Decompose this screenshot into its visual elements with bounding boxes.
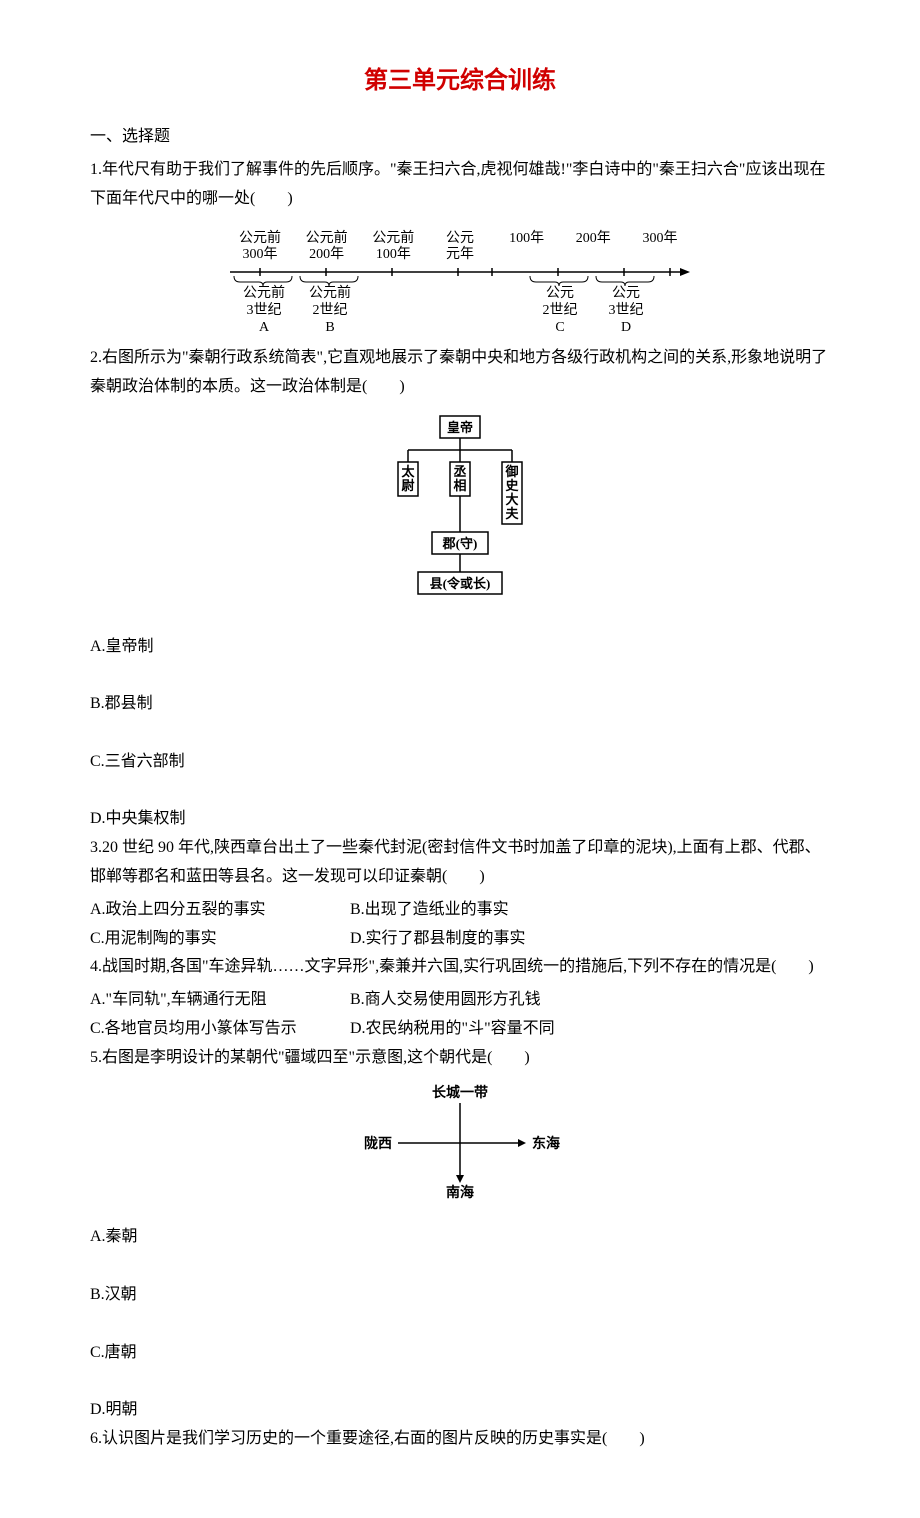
q2-opt-d: D.中央集权制: [90, 805, 830, 834]
svg-text:长城一带: 长城一带: [432, 1084, 488, 1101]
svg-text:夫: 夫: [505, 506, 519, 521]
q4-opt-c: C.各地官员均用小篆体写告示: [90, 1015, 350, 1044]
question-2: 2.右图所示为"秦朝行政系统简表",它直观地展示了秦朝中央和地方各级行政机构之间…: [90, 344, 830, 402]
q2-opt-a: A.皇帝制: [90, 633, 830, 662]
q4-opt-d: D.农民纳税用的"斗"容量不同: [350, 1015, 610, 1044]
timeline-diagram: 公元前300年公元前200年公元前100年公元元年100年200年300年 公元…: [230, 231, 690, 335]
svg-text:相: 相: [453, 478, 466, 493]
q4-options: A."车同轨",车辆通行无阻 B.商人交易使用圆形方孔钱: [90, 986, 830, 1015]
hierarchy-diagram: 皇帝太尉 丞相 御史大夫郡(守) 县(令或长): [360, 412, 560, 623]
svg-text:御: 御: [504, 464, 518, 479]
q2-opt-c: C.三省六部制: [90, 748, 830, 777]
svg-text:太: 太: [400, 464, 415, 479]
svg-text:县(令或长): 县(令或长): [430, 576, 491, 591]
q5-opt-b: B.汉朝: [90, 1281, 830, 1310]
q5-opt-d: D.明朝: [90, 1396, 830, 1425]
q5-opt-a: A.秦朝: [90, 1223, 830, 1252]
svg-text:陇西: 陇西: [364, 1135, 392, 1152]
q5-opt-c: C.唐朝: [90, 1339, 830, 1368]
cross-diagram: 长城一带南海 陇西 东海: [330, 1083, 590, 1212]
svg-text:史: 史: [505, 478, 519, 493]
svg-text:丞: 丞: [453, 464, 466, 479]
q3-opt-d: D.实行了郡县制度的事实: [350, 925, 610, 954]
question-3: 3.20 世纪 90 年代,陕西章台出土了一些秦代封泥(密封信件文书时加盖了印章…: [90, 834, 830, 892]
svg-text:郡(守): 郡(守): [442, 536, 478, 551]
q5-options: A.秦朝 B.汉朝 C.唐朝 D.明朝: [90, 1223, 830, 1425]
q3-opt-b: B.出现了造纸业的事实: [350, 896, 610, 925]
svg-text:大: 大: [505, 492, 518, 507]
svg-text:皇帝: 皇帝: [447, 420, 473, 435]
svg-text:东海: 东海: [532, 1135, 560, 1152]
q4-opt-b: B.商人交易使用圆形方孔钱: [350, 986, 610, 1015]
question-4: 4.战国时期,各国"车途异轨……文字异形",秦兼并六国,实行巩固统一的措施后,下…: [90, 953, 830, 982]
svg-text:南海: 南海: [446, 1184, 474, 1201]
q2-options: A.皇帝制 B.郡县制 C.三省六部制 D.中央集权制: [90, 633, 830, 835]
q3-options: A.政治上四分五裂的事实 B.出现了造纸业的事实: [90, 896, 830, 925]
question-6: 6.认识图片是我们学习历史的一个重要途径,右面的图片反映的历史事实是( ): [90, 1425, 830, 1454]
question-5: 5.右图是李明设计的某朝代"疆域四至"示意图,这个朝代是( ): [90, 1044, 830, 1073]
q3-opt-c: C.用泥制陶的事实: [90, 925, 350, 954]
q2-opt-b: B.郡县制: [90, 690, 830, 719]
section-header: 一、选择题: [90, 123, 830, 152]
question-1: 1.年代尺有助于我们了解事件的先后顺序。"秦王扫六合,虎视何雄哉!"李白诗中的"…: [90, 156, 830, 214]
q4-opt-a: A."车同轨",车辆通行无阻: [90, 986, 350, 1015]
q3-opt-a: A.政治上四分五裂的事实: [90, 896, 350, 925]
page-title: 第三单元综合训练: [90, 60, 830, 103]
svg-text:尉: 尉: [401, 478, 414, 493]
